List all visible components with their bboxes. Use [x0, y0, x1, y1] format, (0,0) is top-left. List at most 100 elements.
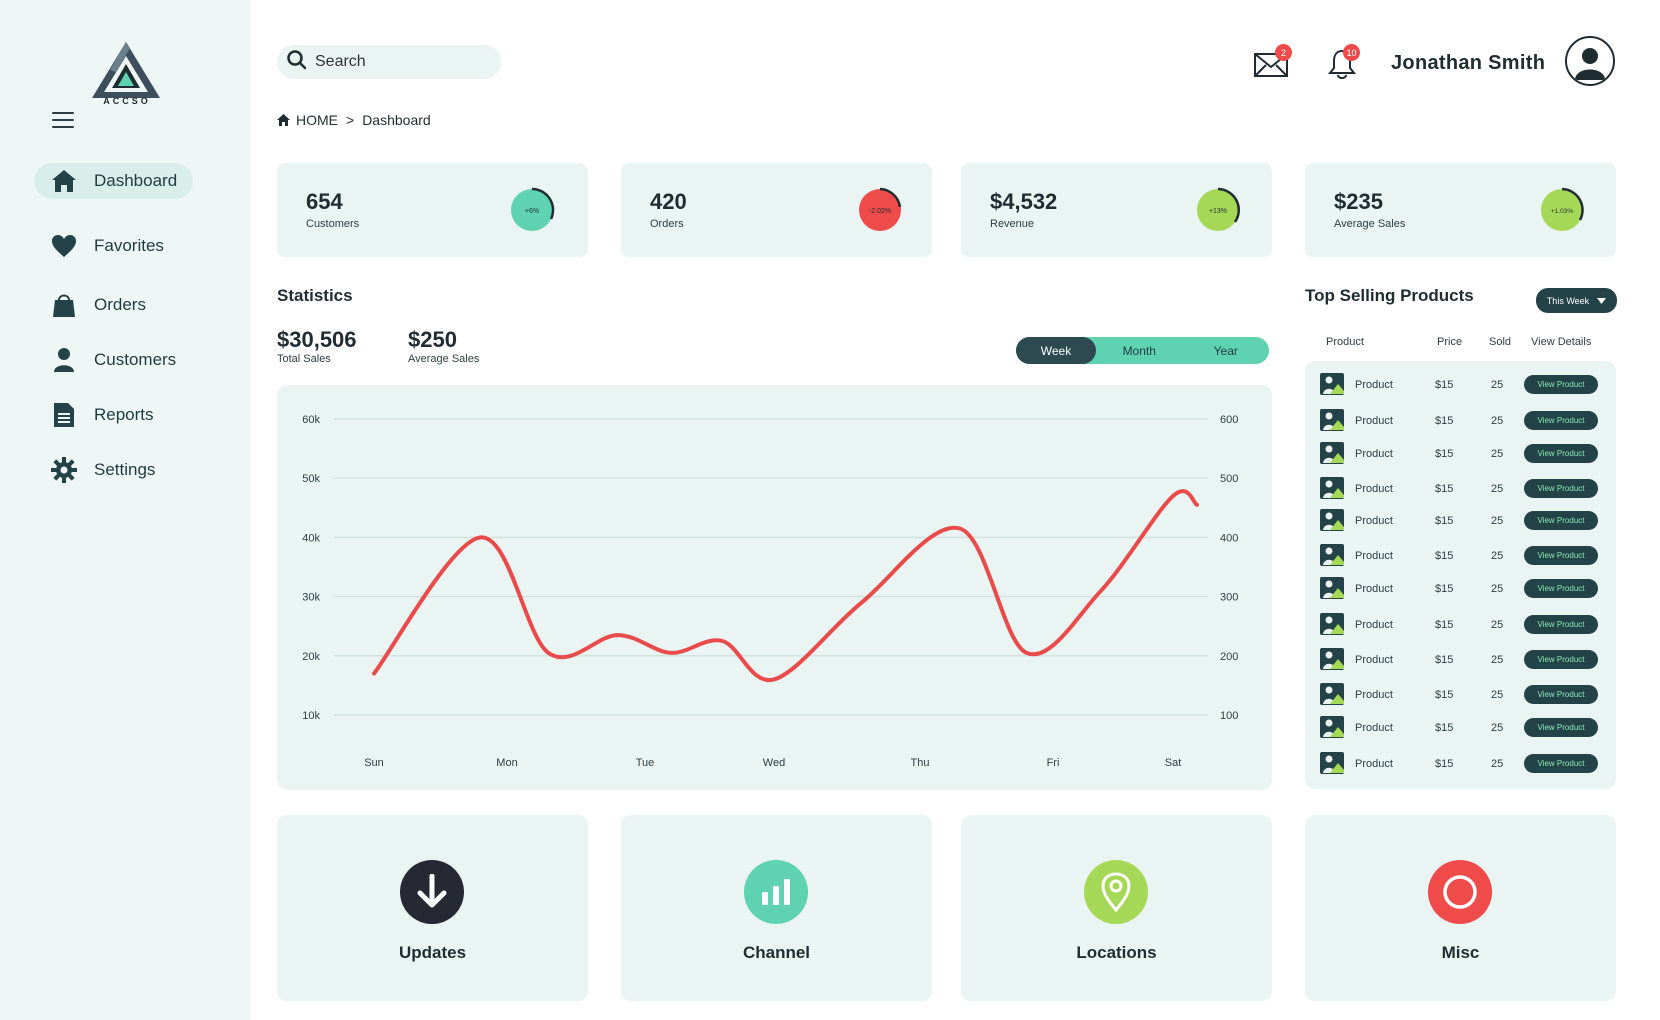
top-selling-table: Product $15 25 View Product Product $15 25 View…: [1305, 361, 1616, 789]
table-row: Product $15 25 View Product: [1305, 609, 1616, 639]
product-name: Product: [1355, 654, 1393, 666]
stat-change: +13%: [1209, 208, 1227, 215]
product-image-icon: [1320, 752, 1344, 774]
stat-change: -2.02%: [869, 208, 891, 215]
product-image-icon: [1320, 373, 1344, 395]
sidebar-item-orders[interactable]: Orders: [34, 287, 162, 323]
view-product-button[interactable]: View Product: [1524, 546, 1598, 565]
avatar[interactable]: [1565, 36, 1615, 86]
product-price: $15: [1435, 483, 1454, 495]
stat-card-revenue: $4,532 Revenue +13%: [961, 163, 1272, 257]
average-sales-label: Average Sales: [408, 353, 480, 365]
table-row: Product $15 25 View Product: [1305, 369, 1616, 399]
product-sold: 25: [1491, 515, 1504, 527]
product-name: Product: [1355, 415, 1393, 427]
x-tick-label: Sat: [1165, 757, 1182, 769]
product-sold: 25: [1491, 654, 1504, 666]
product-sold: 25: [1491, 722, 1504, 734]
view-product-button[interactable]: View Product: [1524, 754, 1598, 773]
brand-name: ACCSO: [103, 96, 151, 106]
table-row: Product $15 25 View Product: [1305, 540, 1616, 570]
y-right-tick-label: 400: [1220, 532, 1238, 544]
view-product-button[interactable]: View Product: [1524, 479, 1598, 498]
breadcrumb-home-link[interactable]: HOME: [296, 112, 338, 128]
x-tick-label: Tue: [636, 757, 655, 769]
sidebar-item-settings[interactable]: Settings: [34, 452, 171, 488]
view-product-button[interactable]: View Product: [1524, 411, 1598, 430]
caret-down-icon: [1597, 297, 1607, 304]
product-price: $15: [1435, 379, 1454, 391]
product-name: Product: [1355, 619, 1393, 631]
view-product-button[interactable]: View Product: [1524, 444, 1598, 463]
product-image-icon: [1320, 613, 1344, 635]
tile-channel[interactable]: Channel: [621, 815, 932, 1001]
period-dropdown-label: This Week: [1546, 295, 1590, 306]
stat-label: Average Sales: [1334, 218, 1406, 230]
location-pin-icon: [1084, 860, 1148, 924]
notifications-button[interactable]: 10: [1326, 44, 1364, 80]
breadcrumb-separator: >: [346, 112, 355, 128]
view-product-button[interactable]: View Product: [1524, 615, 1598, 634]
view-product-button[interactable]: View Product: [1524, 650, 1598, 669]
product-name: Product: [1355, 758, 1393, 770]
stat-value: $235: [1334, 189, 1383, 214]
y-right-tick-label: 600: [1220, 414, 1238, 426]
stat-label: Customers: [306, 218, 360, 230]
period-month-button[interactable]: Month: [1122, 343, 1156, 358]
stat-label: Orders: [650, 218, 684, 230]
product-sold: 25: [1491, 448, 1504, 460]
stat-change-ring: +6%: [511, 187, 555, 231]
search-input[interactable]: [315, 53, 485, 71]
product-name: Product: [1355, 448, 1393, 460]
product-price: $15: [1435, 583, 1454, 595]
view-product-button[interactable]: View Product: [1524, 375, 1598, 394]
user-name: Jonathan Smith: [1391, 52, 1546, 74]
stat-value: 420: [650, 189, 687, 214]
stat-label: Revenue: [990, 218, 1035, 230]
table-row: Product $15 25 View Product: [1305, 573, 1616, 603]
period-week-button[interactable]: Week: [1016, 337, 1096, 364]
sales-line: [372, 489, 1199, 683]
tile-locations[interactable]: Locations: [961, 815, 1272, 1001]
mail-button[interactable]: 2: [1254, 44, 1292, 80]
x-tick-label: Sun: [364, 757, 384, 769]
sidebar-item-dashboard[interactable]: Dashboard: [34, 163, 194, 199]
view-product-button[interactable]: View Product: [1524, 579, 1598, 598]
user-avatar-icon: [1575, 48, 1605, 80]
table-row: Product $15 25 View Product: [1305, 505, 1616, 535]
period-year-button[interactable]: Year: [1213, 343, 1238, 358]
product-image-icon: [1320, 509, 1344, 531]
bar-chart-icon: [744, 860, 808, 924]
product-sold: 25: [1491, 550, 1504, 562]
x-tick-label: Wed: [763, 757, 785, 769]
period-dropdown[interactable]: This Week: [1536, 288, 1617, 313]
sidebar-item-favorites[interactable]: Favorites: [34, 228, 180, 264]
tile-misc[interactable]: Misc: [1305, 815, 1616, 1001]
col-header-price: Price: [1437, 336, 1463, 348]
col-header-sold: Sold: [1489, 336, 1512, 348]
brand-logo-icon[interactable]: [90, 30, 162, 110]
tile-label: Locations: [1076, 943, 1157, 962]
table-row: Product $15 25 View Product: [1305, 644, 1616, 674]
view-product-button[interactable]: View Product: [1524, 685, 1598, 704]
sidebar-item-reports[interactable]: Reports: [34, 397, 170, 433]
menu-icon[interactable]: [52, 112, 74, 130]
product-price: $15: [1435, 758, 1454, 770]
table-row: Product $15 25 View Product: [1305, 712, 1616, 742]
product-sold: 25: [1491, 483, 1504, 495]
view-product-button[interactable]: View Product: [1524, 511, 1598, 530]
sidebar-item-label: Reports: [94, 405, 154, 424]
search-bar[interactable]: [277, 45, 501, 79]
view-product-button[interactable]: View Product: [1524, 718, 1598, 737]
product-name: Product: [1355, 379, 1393, 391]
tile-updates[interactable]: Updates: [277, 815, 588, 1001]
product-name: Product: [1355, 583, 1393, 595]
statistics-title: Statistics: [277, 286, 353, 305]
col-header-product: Product: [1326, 336, 1364, 348]
sidebar-item-label: Settings: [94, 460, 156, 479]
sidebar-item-label: Customers: [94, 350, 177, 369]
sidebar-item-customers[interactable]: Customers: [34, 342, 192, 378]
stat-card-average-sales: $235 Average Sales +1.03%: [1305, 163, 1616, 257]
product-sold: 25: [1491, 379, 1504, 391]
circle-icon: [1428, 860, 1492, 924]
